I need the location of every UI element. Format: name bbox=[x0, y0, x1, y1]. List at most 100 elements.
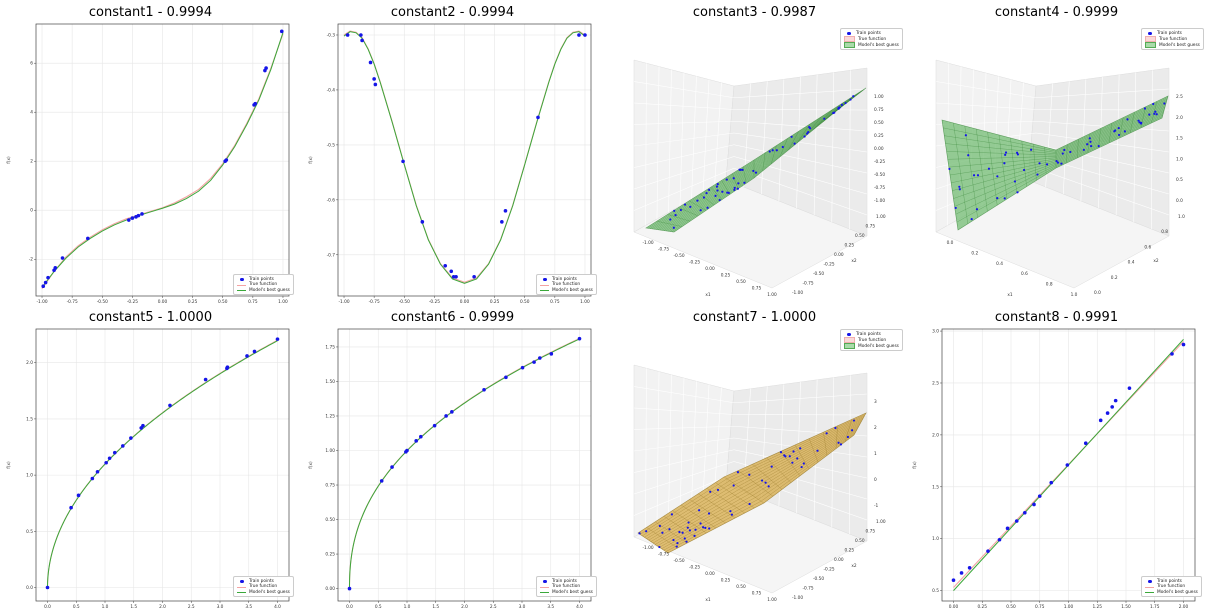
x-tick-label: 2.0 bbox=[159, 604, 166, 610]
train-point bbox=[997, 537, 1002, 542]
legend-true: True function bbox=[858, 337, 887, 343]
x2-tick-label: -0.25 bbox=[824, 567, 835, 573]
wall-grid-line bbox=[778, 79, 785, 202]
train-point bbox=[733, 186, 736, 189]
z-tick-label: 1.5 bbox=[1176, 136, 1183, 142]
train-point bbox=[482, 387, 486, 392]
surface-grid-line bbox=[752, 464, 783, 490]
train-point bbox=[504, 375, 508, 380]
train-point bbox=[520, 365, 525, 370]
wall-grid-line bbox=[733, 393, 868, 404]
x1-tick-label: -1.00 bbox=[642, 545, 653, 551]
x1-tick-label: 0.25 bbox=[721, 273, 731, 279]
surface-grid-line bbox=[1077, 139, 1079, 159]
x1-tick-label: -0.50 bbox=[673, 558, 684, 564]
legend-true: True function bbox=[1157, 584, 1186, 590]
wall-grid-line bbox=[714, 82, 722, 187]
train-point bbox=[768, 150, 771, 153]
x-tick-label: 3.5 bbox=[245, 604, 252, 610]
train-point bbox=[658, 545, 661, 549]
y-tick-label: 0.75 bbox=[325, 483, 335, 489]
x-tick-label: 1.0 bbox=[102, 604, 109, 610]
chart-title: constant5 - 1.0000 bbox=[88, 310, 213, 325]
train-point bbox=[454, 274, 458, 279]
train-point bbox=[796, 457, 799, 460]
y-tick-label: 2.0 bbox=[26, 360, 33, 366]
x2-tick-label: 0.00 bbox=[834, 557, 844, 563]
train-point bbox=[1113, 398, 1118, 403]
z-tick-label: -1.00 bbox=[874, 198, 885, 204]
train-point bbox=[224, 158, 229, 162]
train-point bbox=[390, 465, 394, 469]
x1-axis-label: x1 bbox=[705, 292, 711, 298]
wall-grid-line bbox=[760, 81, 768, 195]
train-point bbox=[549, 352, 554, 356]
train-point bbox=[1015, 151, 1019, 154]
train-point bbox=[104, 460, 108, 465]
x1-tick-label: -1.00 bbox=[642, 240, 653, 246]
train-point bbox=[679, 208, 682, 212]
train-point bbox=[792, 450, 795, 453]
train-point bbox=[1089, 140, 1092, 143]
train-point bbox=[583, 33, 587, 37]
x1-axis-label: x1 bbox=[705, 597, 711, 603]
train-point bbox=[852, 95, 855, 98]
train-point bbox=[732, 484, 735, 487]
train-point bbox=[733, 188, 736, 192]
surface-grid-line bbox=[998, 134, 1008, 200]
x-tick-label: 1.00 bbox=[278, 299, 288, 305]
model-guess-line-icon bbox=[540, 592, 549, 594]
train-point bbox=[95, 469, 100, 474]
train-points-marker-icon bbox=[844, 332, 853, 337]
train-point bbox=[850, 429, 854, 432]
chart-title: constant3 - 0.9987 bbox=[692, 5, 817, 20]
chart-constant8: 0.00 0.25 0.50 0.75 1.00 1.25 1.50 1.75 2.00 0.5 1… bbox=[912, 329, 1196, 610]
train-point bbox=[799, 447, 802, 450]
train-point bbox=[1117, 133, 1121, 137]
train-point bbox=[1065, 463, 1070, 467]
x-tick-label: 1.5 bbox=[130, 604, 137, 610]
wall-grid-line bbox=[633, 156, 735, 190]
x-tick-label: 0.25 bbox=[977, 604, 987, 610]
train-point bbox=[432, 423, 437, 428]
x1-tick-label: 0.4 bbox=[996, 261, 1003, 267]
x2-tick-label: -0.50 bbox=[813, 576, 824, 582]
train-point bbox=[538, 356, 542, 360]
x-tick-label: 0.5 bbox=[375, 604, 382, 610]
legend-true: True function bbox=[858, 36, 887, 42]
x1-tick-label: 0.00 bbox=[705, 266, 715, 272]
surface-grid-line bbox=[1119, 117, 1124, 139]
train-point bbox=[1138, 121, 1141, 124]
x1-tick-label: 0.00 bbox=[705, 571, 715, 577]
train-point bbox=[832, 111, 835, 115]
surface-grid-line bbox=[835, 425, 838, 449]
train-point bbox=[672, 538, 675, 542]
train-point bbox=[676, 542, 679, 545]
train-point bbox=[996, 197, 999, 200]
y-tick-label: -2 bbox=[29, 257, 34, 263]
train-point bbox=[405, 448, 409, 453]
train-point bbox=[738, 168, 741, 171]
y-tick-label: 0.00 bbox=[325, 586, 335, 592]
x-tick-label: -1.00 bbox=[338, 299, 349, 305]
train-point bbox=[1014, 519, 1019, 523]
train-point bbox=[806, 132, 809, 135]
train-point bbox=[958, 188, 961, 191]
x1-axis-label: x1 bbox=[1007, 292, 1013, 298]
train-point bbox=[687, 521, 690, 524]
train-point bbox=[790, 135, 793, 138]
legend-guess: Model's best guess bbox=[858, 42, 899, 48]
y-axis-label: f(x) bbox=[308, 156, 314, 164]
train-point bbox=[670, 513, 674, 516]
z-tick-label: 0.00 bbox=[874, 146, 884, 152]
train-point bbox=[951, 578, 956, 583]
surface-grid-line bbox=[762, 152, 766, 172]
legend-true: True function bbox=[249, 584, 278, 590]
train-point bbox=[1003, 162, 1006, 165]
train-point bbox=[844, 101, 847, 105]
train-point bbox=[203, 377, 208, 382]
train-point bbox=[699, 209, 702, 212]
train-point bbox=[752, 169, 755, 173]
train-point bbox=[816, 449, 819, 452]
train-point bbox=[838, 106, 841, 109]
